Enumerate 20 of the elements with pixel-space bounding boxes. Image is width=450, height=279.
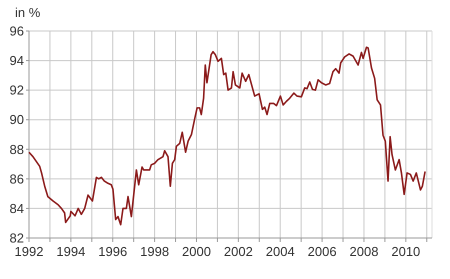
y-tick-label: 90 — [10, 112, 24, 128]
x-tick-label: 1998 — [140, 244, 170, 259]
y-tick-label: 88 — [10, 142, 24, 157]
y-tick-label: 82 — [10, 230, 24, 246]
x-tick-label: 2000 — [182, 244, 211, 259]
x-tick-label: 2002 — [224, 244, 253, 259]
x-tick-label: 1994 — [56, 244, 86, 259]
x-tick-label: 1996 — [98, 244, 128, 259]
line-series — [28, 46, 426, 226]
y-tick-label: 94 — [10, 53, 24, 68]
y-tick-label: 96 — [10, 24, 24, 38]
y-axis-title: in % — [15, 5, 41, 20]
y-tick-label: 84 — [10, 200, 24, 216]
x-tick-label: 2006 — [308, 244, 337, 259]
x-tick-label: 1992 — [14, 244, 44, 259]
x-tick-label: 2008 — [350, 244, 378, 259]
y-tick-label: 92 — [10, 82, 24, 98]
x-tick-label: 2004 — [266, 244, 295, 259]
x-tick-label: 2010 — [391, 244, 420, 259]
y-tick-label: 86 — [10, 171, 24, 186]
